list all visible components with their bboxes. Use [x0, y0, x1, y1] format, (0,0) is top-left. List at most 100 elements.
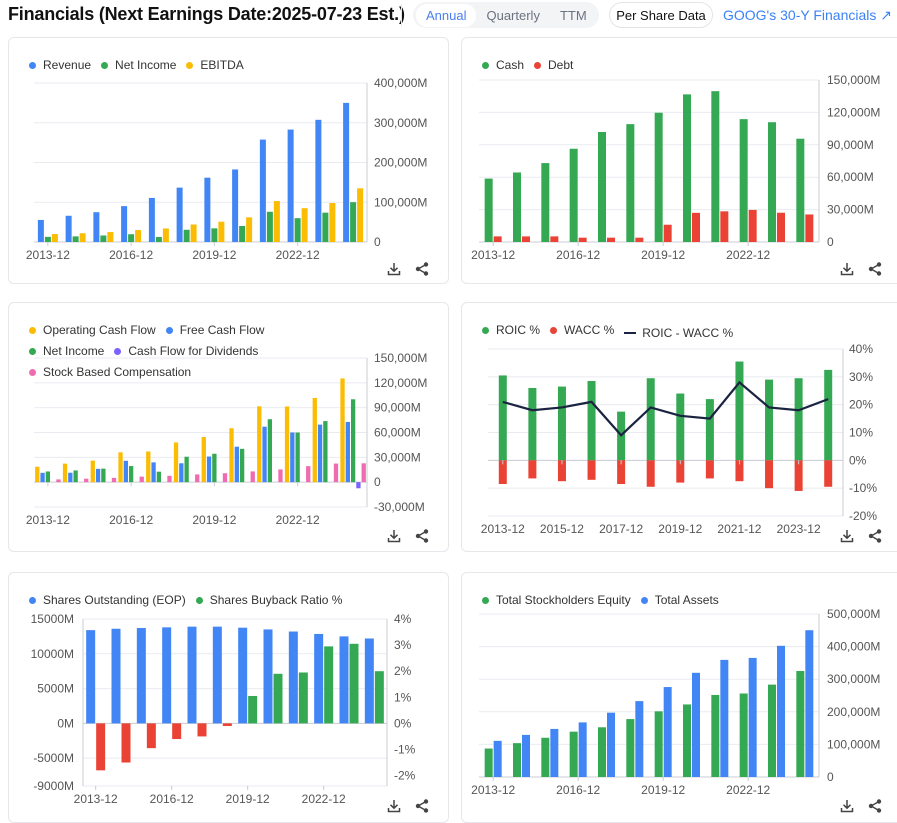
legend-item[interactable]: ROIC % [482, 320, 540, 341]
bar-cash[interactable] [598, 131, 606, 242]
bar-debt[interactable] [578, 237, 587, 242]
bar-total-assets[interactable] [578, 722, 587, 777]
bar-revenue[interactable] [259, 139, 266, 242]
bar-total-stockholders-equity[interactable] [711, 694, 720, 777]
download-icon[interactable] [839, 798, 855, 814]
bar-debt[interactable] [607, 237, 615, 242]
bar-operating-cash-flow[interactable] [312, 397, 317, 483]
bar-total-assets[interactable] [748, 657, 757, 777]
bar-stock-based-compensation[interactable] [139, 476, 144, 483]
bar-net-income[interactable] [239, 225, 246, 242]
bar-net-income[interactable] [184, 456, 189, 483]
legend-item[interactable]: Stock Based Compensation [29, 362, 191, 383]
link-label[interactable]: GOOG's 30-Y Financials [723, 7, 877, 23]
period-quarterly[interactable]: Quarterly [486, 7, 540, 23]
bar-wacc-[interactable] [794, 460, 803, 491]
bar-wacc-[interactable] [587, 460, 596, 480]
bar-total-stockholders-equity[interactable] [513, 743, 521, 777]
bar-net-income[interactable] [156, 471, 162, 483]
bar-free-cash-flow[interactable] [345, 421, 350, 483]
bar-operating-cash-flow[interactable] [257, 406, 262, 483]
bar-shares-buyback-ratio-[interactable] [374, 671, 384, 724]
period-annual[interactable]: Annual [416, 3, 477, 27]
legend-item[interactable]: Cash [482, 55, 524, 76]
bar-operating-cash-flow[interactable] [173, 442, 179, 483]
legend-item[interactable]: Debt [534, 55, 573, 76]
bar-shares-buyback-ratio-[interactable] [172, 723, 182, 740]
bar-free-cash-flow[interactable] [123, 460, 128, 483]
bar-cash[interactable] [683, 94, 691, 242]
bar-cash[interactable] [796, 138, 805, 242]
share-icon[interactable] [414, 261, 430, 277]
bar-net-income[interactable] [267, 419, 273, 483]
bar-operating-cash-flow[interactable] [35, 466, 40, 483]
bar-total-assets[interactable] [550, 728, 559, 777]
legend-item[interactable]: Free Cash Flow [165, 320, 264, 341]
share-icon[interactable] [414, 798, 430, 814]
bar-shares-buyback-ratio-[interactable] [273, 673, 283, 724]
bar-net-income[interactable] [323, 421, 328, 483]
bar-wacc-[interactable] [528, 460, 537, 479]
bar-net-income[interactable] [155, 236, 162, 242]
bar-ebitda[interactable] [135, 230, 142, 242]
bar-shares-buyback-ratio-[interactable] [96, 723, 106, 771]
bar-roic-[interactable] [824, 369, 833, 461]
bar-free-cash-flow[interactable] [68, 472, 73, 483]
bar-debt[interactable] [720, 211, 729, 242]
bar-shares-outstanding-eop-[interactable] [339, 636, 349, 724]
bar-total-stockholders-equity[interactable] [739, 693, 748, 777]
bar-operating-cash-flow[interactable] [90, 460, 95, 483]
bar-free-cash-flow[interactable] [40, 472, 45, 483]
bar-roic-[interactable] [705, 399, 714, 461]
bar-ebitda[interactable] [218, 221, 225, 242]
bar-total-stockholders-equity[interactable] [541, 737, 550, 777]
bar-debt[interactable] [692, 212, 700, 242]
bar-free-cash-flow[interactable] [206, 456, 212, 483]
legend-item[interactable]: Cash Flow for Dividends [114, 341, 258, 362]
period-selector[interactable]: Annual Quarterly TTM [413, 2, 599, 28]
bar-shares-buyback-ratio-[interactable] [248, 695, 258, 724]
bar-shares-buyback-ratio-[interactable] [146, 723, 156, 749]
bar-free-cash-flow[interactable] [317, 424, 323, 483]
legend-item[interactable]: Operating Cash Flow [29, 320, 156, 341]
bar-wacc-[interactable] [765, 460, 774, 489]
bar-ebitda[interactable] [273, 201, 280, 242]
bar-shares-outstanding-eop-[interactable] [187, 626, 197, 724]
bar-operating-cash-flow[interactable] [340, 378, 345, 483]
download-icon[interactable] [839, 528, 855, 544]
bar-shares-outstanding-eop-[interactable] [263, 629, 273, 724]
bar-roic-[interactable] [498, 375, 507, 461]
download-icon[interactable] [386, 261, 402, 277]
bar-ebitda[interactable] [301, 208, 308, 242]
bar-total-stockholders-equity[interactable] [683, 704, 691, 777]
bar-roic-[interactable] [676, 393, 685, 461]
bar-shares-outstanding-eop-[interactable] [288, 631, 298, 724]
bar-ebitda[interactable] [329, 203, 336, 242]
bar-debt[interactable] [522, 236, 530, 242]
share-icon[interactable] [414, 528, 430, 544]
legend-item[interactable]: Revenue [29, 55, 91, 76]
bar-debt[interactable] [493, 236, 502, 242]
bar-free-cash-flow[interactable] [151, 462, 156, 483]
bar-total-stockholders-equity[interactable] [796, 671, 805, 777]
bar-total-assets[interactable] [635, 701, 644, 777]
bar-shares-outstanding-eop-[interactable] [212, 626, 222, 724]
bar-shares-buyback-ratio-[interactable] [197, 723, 207, 737]
bar-ebitda[interactable] [190, 224, 197, 242]
bar-shares-buyback-ratio-[interactable] [349, 643, 359, 724]
bar-total-stockholders-equity[interactable] [484, 748, 493, 777]
bar-debt[interactable] [777, 212, 785, 242]
bar-wacc-[interactable] [557, 460, 566, 482]
bar-total-assets[interactable] [493, 740, 502, 777]
bar-revenue[interactable] [121, 206, 128, 242]
bar-stock-based-compensation[interactable] [84, 478, 89, 483]
legend-item[interactable]: Net Income [29, 341, 104, 362]
bar-cash[interactable] [711, 91, 720, 242]
bar-revenue[interactable] [232, 169, 239, 242]
bar-free-cash-flow[interactable] [95, 468, 101, 483]
bar-ebitda[interactable] [246, 217, 253, 242]
bar-total-stockholders-equity[interactable] [654, 711, 663, 777]
bar-shares-buyback-ratio-[interactable] [298, 672, 308, 724]
bar-roic-[interactable] [557, 386, 566, 461]
bar-operating-cash-flow[interactable] [146, 451, 151, 483]
